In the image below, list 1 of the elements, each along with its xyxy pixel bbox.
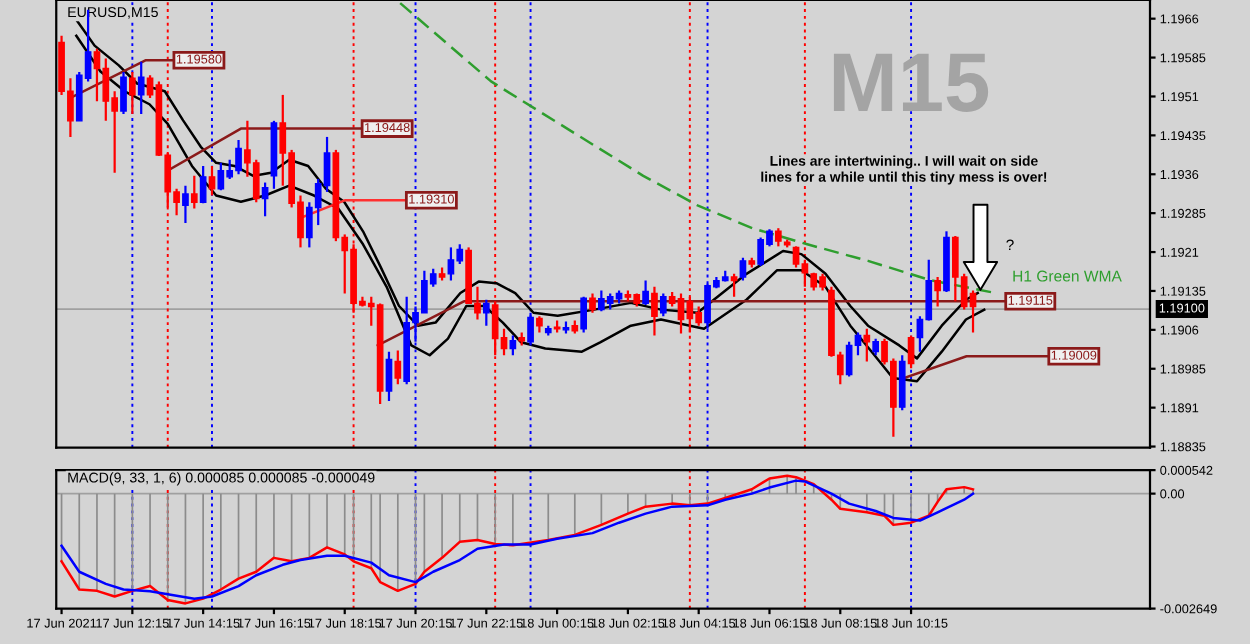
annotation: M15 bbox=[833, 53, 989, 112]
